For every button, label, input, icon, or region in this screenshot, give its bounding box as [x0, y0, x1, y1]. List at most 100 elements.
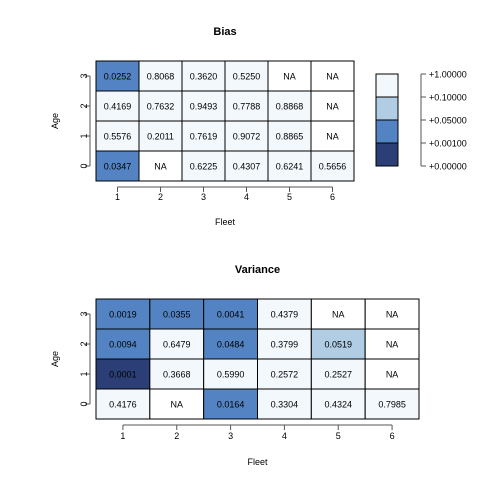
x-tick-label: 3: [228, 431, 233, 441]
cell-label: 0.4169: [104, 102, 132, 112]
heatmap-cell: [364, 388, 420, 420]
cell-label: 0.0347: [104, 162, 132, 172]
cell-label: 0.4307: [233, 162, 261, 172]
heatmap-cell: [310, 150, 355, 182]
cell-label: 0.2572: [271, 370, 299, 380]
y-tick-label: 1: [79, 371, 89, 376]
heatmap-cell: [310, 60, 355, 92]
heatmap-cell: [203, 328, 259, 360]
cell-label: 0.4379: [271, 310, 299, 320]
heatmap-cell: [364, 328, 420, 360]
legend-label: +1.00000: [429, 70, 467, 80]
y-tick-label: 3: [79, 73, 89, 78]
cell-label: NA: [332, 310, 345, 320]
heatmap-cell: [95, 60, 140, 92]
cell-label: 0.3304: [271, 400, 299, 410]
cell-label: 0.5656: [319, 162, 347, 172]
x-tick-label: 4: [244, 192, 249, 202]
legend-swatch: [375, 96, 399, 121]
cell-label: 0.0355: [163, 310, 191, 320]
heatmap-cell: [267, 150, 312, 182]
x-axis-label: Fleet: [247, 457, 268, 467]
heatmap-cell: [138, 150, 183, 182]
heatmap-cell: [181, 150, 226, 182]
heatmap-cell: [224, 90, 269, 122]
heatmap-cell: [257, 358, 312, 390]
legend-swatch: [375, 73, 399, 98]
heatmap-cell: [364, 358, 420, 390]
cell-label: NA: [386, 310, 399, 320]
chart-title: Variance: [235, 264, 280, 276]
legend-swatch: [375, 142, 399, 167]
cell-label: 0.7632: [147, 102, 175, 112]
cell-label: NA: [326, 72, 339, 82]
cell-label: NA: [386, 370, 399, 380]
color-legend: +1.00000 +0.10000 +0.05000 +0.00100 +0.00000: [375, 70, 467, 172]
x-tick-label: 6: [390, 431, 395, 441]
cell-label: 0.8068: [147, 72, 175, 82]
heatmap-cell: [149, 298, 205, 330]
heatmap-cell: [257, 388, 312, 420]
heatmap-cell: [224, 120, 269, 152]
cell-label: 0.2527: [324, 370, 352, 380]
x-tick-label: 4: [282, 431, 287, 441]
cell-label: NA: [283, 72, 296, 82]
x-tick-label: 2: [158, 192, 163, 202]
legend-label: +0.00000: [429, 162, 467, 172]
cell-label: 0.5250: [233, 72, 261, 82]
heatmap-cell: [138, 60, 183, 92]
heatmap-cell: [149, 358, 205, 390]
heatmap-panel-bias: Bias 0.0252 0.8068 0.3620 0.5250 NA NA 0.4169 0.…: [50, 26, 355, 227]
x-tick-label: 5: [336, 431, 341, 441]
x-axis-label: Fleet: [215, 217, 236, 227]
y-axis: 0 1 2 3 Age: [50, 73, 91, 169]
cell-label: 0.9072: [233, 132, 261, 142]
cell-label: NA: [154, 162, 167, 172]
cell-label: 0.8868: [276, 102, 304, 112]
x-tick-label: 6: [330, 192, 335, 202]
heatmap-cell: [203, 298, 259, 330]
legend-label: +0.00100: [429, 139, 467, 149]
heatmap-panel-variance: Variance 0.0019 0.0355 0.0041 0.4379 NA NA 0.00…: [50, 264, 420, 467]
cell-label: NA: [386, 340, 399, 350]
cell-label: 0.0041: [217, 310, 245, 320]
heatmap-cell: [138, 120, 183, 152]
heatmap-cell: [95, 358, 151, 390]
cell-label: 0.4324: [324, 400, 352, 410]
y-tick-label: 1: [79, 133, 89, 138]
heatmap-cell: [95, 150, 140, 182]
cell-label: 0.0019: [109, 310, 137, 320]
heatmap-cell: [310, 358, 366, 390]
legend-label: +0.05000: [429, 116, 467, 126]
heatmap-cell: [224, 150, 269, 182]
cell-label: 0.0519: [324, 340, 352, 350]
x-tick-label: 5: [287, 192, 292, 202]
cell-label: NA: [170, 400, 183, 410]
cell-label: 0.8865: [276, 132, 304, 142]
x-tick-label: 1: [120, 431, 125, 441]
y-tick-label: 2: [79, 341, 89, 346]
cell-label: 0.3668: [163, 370, 191, 380]
chart-title: Bias: [213, 26, 236, 38]
cell-label: 0.9493: [190, 102, 218, 112]
cell-label: 0.7619: [190, 132, 218, 142]
y-tick-label: 3: [79, 311, 89, 316]
heatmap-cell: [149, 328, 205, 360]
y-tick-label: 2: [79, 103, 89, 108]
heatmap-cell: [149, 388, 205, 420]
cell-label: NA: [326, 102, 339, 112]
heatmap-cell: [310, 328, 366, 360]
cell-label: 0.0094: [109, 340, 137, 350]
cell-label: 0.4176: [109, 400, 137, 410]
heatmap-cell: [310, 90, 355, 122]
cell-label: 0.5576: [104, 132, 132, 142]
x-tick-label: 3: [201, 192, 206, 202]
cell-label: 0.2011: [147, 132, 174, 142]
cell-label: 0.6479: [163, 340, 191, 350]
heatmap-cell: [267, 120, 312, 152]
x-axis: 1 2 3 4 5 6 Fleet: [115, 186, 335, 227]
x-tick-label: 2: [174, 431, 179, 441]
y-tick-label: 0: [79, 401, 89, 406]
cell-label: 0.6241: [276, 162, 304, 172]
